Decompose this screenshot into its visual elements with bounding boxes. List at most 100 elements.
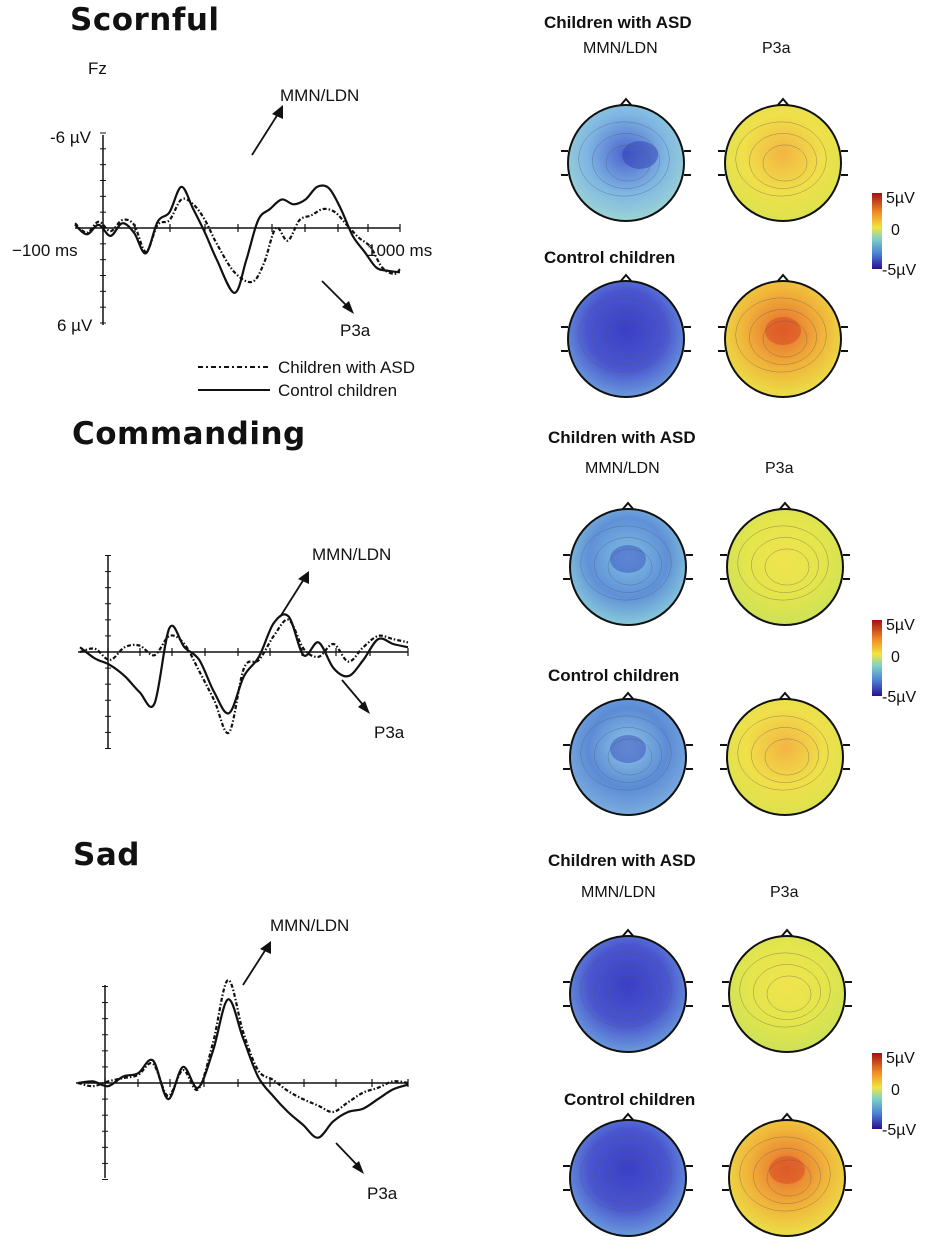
colorbar-scornful: 5µV 0 -5µV [872, 190, 916, 279]
head-outline [726, 698, 844, 816]
x-tick-label-left: −100 ms [12, 241, 78, 260]
colorbar-gradient [872, 1053, 882, 1129]
contour-line [607, 548, 653, 586]
colorbar-min: -5µV [882, 1122, 916, 1139]
nose-mark [778, 691, 792, 701]
head-outline [724, 280, 842, 398]
topomap [720, 691, 850, 816]
topomap [722, 1112, 852, 1237]
nose-mark [780, 928, 794, 938]
contour-line [578, 297, 670, 373]
mmn-annotation: MMN/LDN [312, 545, 391, 564]
contour-line [735, 121, 827, 197]
nose-mark [780, 1112, 794, 1122]
contour-line [594, 537, 662, 593]
hotspot [769, 1156, 805, 1184]
group-title: Control children [548, 666, 680, 685]
series-line-asd [74, 197, 401, 284]
series-line-asd [77, 978, 409, 1114]
series-group [77, 978, 409, 1139]
component-title: P3a [762, 40, 791, 57]
nose-mark [776, 273, 790, 283]
mmn-arrow [251, 113, 279, 156]
p3a-annotation: P3a [367, 1184, 398, 1203]
colorbar-sad: 5µV 0 -5µV [872, 1050, 916, 1139]
contour-line [580, 525, 672, 601]
mmn-arrowhead [272, 105, 283, 119]
contour-line [766, 1159, 812, 1197]
contour-line [762, 144, 808, 182]
nose-mark [619, 273, 633, 283]
head-outline [567, 104, 685, 222]
colorbar-mid: 0 [891, 1082, 900, 1099]
scalp-map [568, 281, 684, 397]
mmn-arrow [242, 948, 267, 986]
contour-line [751, 537, 819, 593]
series-line-control [79, 613, 409, 715]
hotspot [765, 317, 801, 345]
mmn-arrowhead [260, 941, 271, 954]
head-outline [728, 935, 846, 1053]
p3a-arrow [341, 679, 365, 707]
contour-line [580, 715, 672, 791]
contour-line [594, 727, 662, 783]
nose-mark [621, 691, 635, 701]
hotspot [610, 545, 646, 573]
scalp-map [727, 699, 843, 815]
mmn-annotation: MMN/LDN [280, 86, 359, 105]
contour-line [739, 952, 831, 1028]
head-outline [567, 280, 685, 398]
contour-line [594, 1148, 662, 1204]
topomap [563, 1112, 693, 1237]
colorbar-gradient [872, 193, 882, 269]
contour-line [764, 738, 810, 776]
p3a-arrowhead [342, 301, 354, 314]
contour-line [605, 320, 651, 358]
topomap [718, 97, 848, 222]
contour-line [607, 738, 653, 776]
contour-line [739, 1136, 831, 1212]
series-group [79, 613, 409, 735]
scalp-map [570, 1120, 686, 1236]
head-outline [569, 935, 687, 1053]
topomap [722, 928, 852, 1053]
contour-line [580, 952, 672, 1028]
topomap [561, 97, 691, 222]
panel-title-scornful: Scornful [70, 2, 220, 38]
contour-line [749, 133, 817, 189]
mmn-arrow [279, 578, 305, 618]
contour-line [766, 975, 812, 1013]
group-title: Children with ASD [544, 13, 692, 32]
colorbar-gradient [872, 620, 882, 696]
component-title: MMN/LDN [581, 884, 656, 901]
topomap [563, 928, 693, 1053]
erp-waveform-commanding: MMN/LDN P3a [78, 545, 409, 749]
group-title: Children with ASD [548, 428, 696, 447]
head-outline [569, 698, 687, 816]
p3a-arrowhead [358, 701, 370, 714]
p3a-arrow [335, 1142, 359, 1167]
contour-line [594, 964, 662, 1020]
electrode-label: Fz [88, 59, 107, 78]
group-title: Children with ASD [548, 851, 696, 870]
nose-mark [621, 928, 635, 938]
erp-waveform-scornful: Fz -6 µV 6 µV −100 ms 1000 ms MMN/LDN P3… [12, 59, 432, 400]
topomap [563, 691, 693, 816]
contour-line [607, 975, 653, 1013]
topomap [563, 501, 693, 626]
y-tick-label-top: -6 µV [50, 128, 92, 147]
legend: Children with ASD Control children [198, 358, 415, 400]
colorbar-min: -5µV [882, 262, 916, 279]
colorbar-max: 5µV [886, 1050, 915, 1067]
panel-title-commanding: Commanding [72, 416, 306, 452]
mmn-annotation: MMN/LDN [270, 916, 349, 935]
colorbar-max: 5µV [886, 617, 915, 634]
head-outline [728, 1119, 846, 1237]
colorbar-max: 5µV [886, 190, 915, 207]
scalp-map [729, 936, 845, 1052]
x-tick-label-right: 1000 ms [367, 241, 432, 260]
group-title: Control children [564, 1090, 696, 1109]
series-group [74, 184, 401, 295]
nose-mark [621, 1112, 635, 1122]
group-title: Control children [544, 248, 676, 267]
